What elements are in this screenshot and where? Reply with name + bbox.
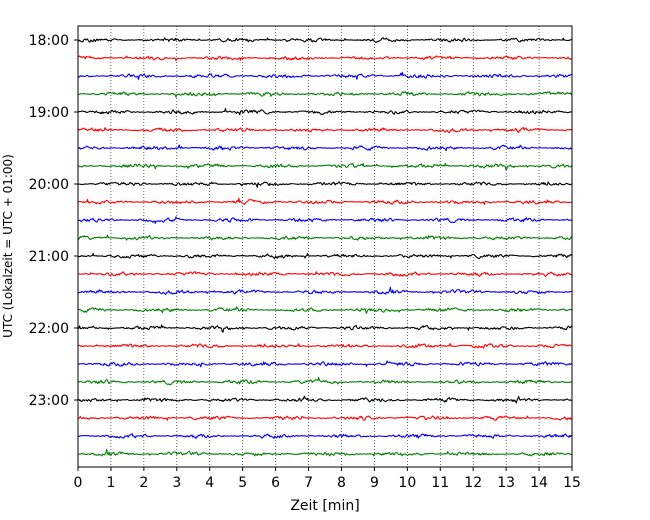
x-tick-label: 3 [172, 475, 181, 491]
trace-line [77, 377, 573, 386]
trace-line [77, 107, 573, 116]
x-tick-label: 11 [431, 475, 449, 491]
trace-line [77, 271, 573, 277]
plot-background [78, 26, 572, 467]
y-tick-label: 22:00 [29, 321, 69, 337]
trace-line [77, 415, 573, 421]
x-tick-label: 0 [74, 475, 83, 491]
x-tick-label: 15 [563, 475, 581, 491]
trace-line [77, 324, 573, 333]
trace-line [77, 234, 573, 241]
trace-line [77, 144, 573, 152]
plot-frame [77, 25, 573, 468]
x-tick-label: 1 [106, 475, 115, 491]
trace-line [77, 181, 573, 188]
x-tick-label: 4 [205, 475, 214, 491]
trace-line [77, 360, 573, 368]
x-tick-label: 7 [304, 475, 313, 491]
x-tick-label: 6 [271, 475, 280, 491]
trace-line [77, 433, 573, 439]
trace-line [77, 37, 573, 44]
trace-line [77, 286, 573, 295]
y-tick-label: 19:00 [29, 105, 69, 121]
trace-line [77, 395, 573, 404]
trace-line [77, 162, 573, 171]
y-tick-label: 23:00 [29, 393, 69, 409]
y-axis-ticks: 18:00 19:00 20:00 21:00 22:00 23:00 [29, 33, 78, 409]
x-tick-label: 8 [337, 475, 346, 491]
x-tick-label: 13 [497, 475, 515, 491]
trace-line [77, 306, 573, 315]
trace-line [77, 448, 573, 457]
trace-line [77, 91, 573, 98]
x-axis-ticks: 0 1 2 3 4 5 6 7 8 9 10 11 12 13 14 15 [74, 467, 581, 491]
traces [77, 37, 573, 457]
x-axis-label: Zeit [min] [290, 498, 359, 514]
x-tick-label: 14 [530, 475, 548, 491]
y-axis-label: UTC (Lokalzeit = UTC + 01:00) [1, 154, 15, 338]
x-tick-label: 10 [398, 475, 416, 491]
trace-line [77, 127, 573, 134]
trace-line [77, 342, 573, 349]
trace-line [77, 197, 573, 206]
x-tick-label: 5 [238, 475, 247, 491]
x-tick-label: 9 [370, 475, 379, 491]
trace-line [77, 216, 573, 224]
y-tick-label: 20:00 [29, 177, 69, 193]
y-tick-label: 21:00 [29, 249, 69, 265]
trace-line [77, 252, 573, 260]
x-tick-label: 12 [464, 475, 482, 491]
trace-line [77, 55, 573, 62]
trace-line [77, 71, 573, 80]
y-tick-label: 18:00 [29, 33, 69, 49]
x-tick-label: 2 [139, 475, 148, 491]
